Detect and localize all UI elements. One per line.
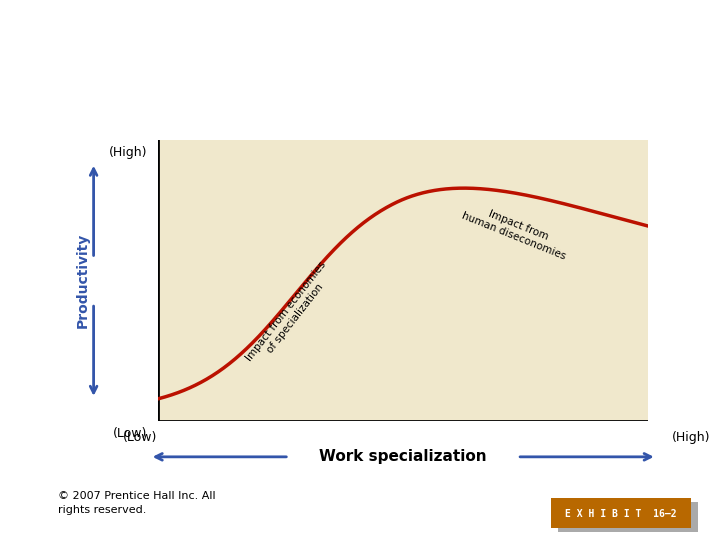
Text: (Low): (Low) <box>123 431 158 444</box>
Text: Economies and Diseconomies of Work
Specialization: Economies and Diseconomies of Work Speci… <box>82 39 498 84</box>
Text: (High): (High) <box>672 431 711 444</box>
Text: E X H I B I T  16–2: E X H I B I T 16–2 <box>565 509 677 518</box>
Text: Impact from economies
of specialization: Impact from economies of specialization <box>244 259 337 370</box>
Text: © 2007 Prentice Hall Inc. All
rights reserved.: © 2007 Prentice Hall Inc. All rights res… <box>58 491 215 515</box>
Text: Impact from
human diseconomies: Impact from human diseconomies <box>460 199 572 261</box>
Text: (High): (High) <box>109 146 148 159</box>
Text: Productivity: Productivity <box>76 233 89 328</box>
Text: Work specialization: Work specialization <box>320 449 487 464</box>
Text: (Low): (Low) <box>113 427 148 440</box>
